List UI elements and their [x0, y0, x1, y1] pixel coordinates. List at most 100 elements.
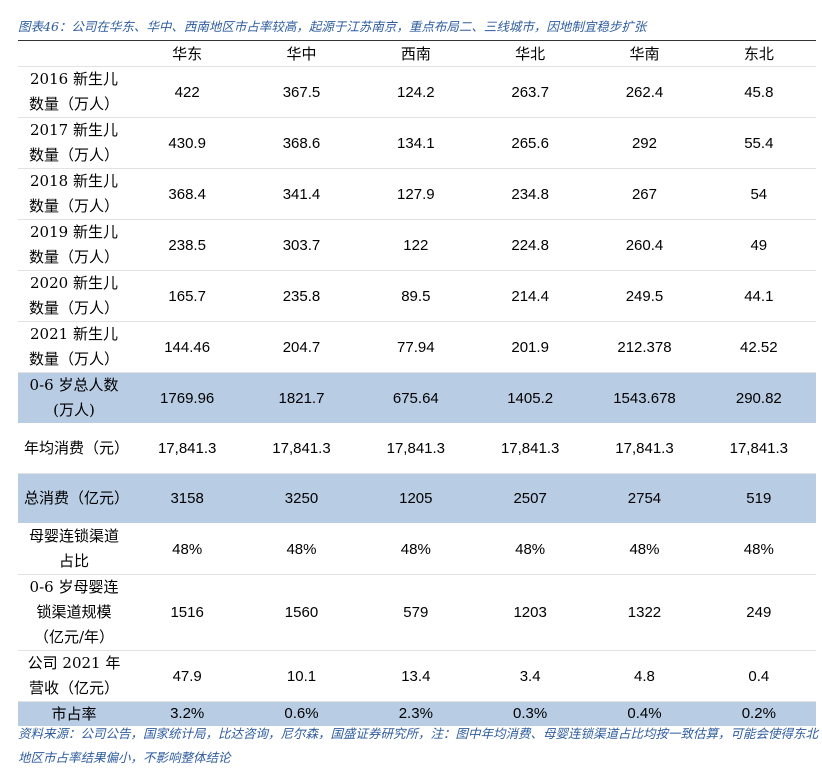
- cell: 10.1: [244, 650, 359, 702]
- cell: 17,841.3: [358, 423, 473, 474]
- table-row: 2017 新生儿数量（万人） 430.9 368.6 134.1 265.6 292 55.…: [18, 117, 816, 169]
- cell: 165.7: [130, 270, 245, 322]
- cell: 0.4%: [587, 701, 702, 727]
- cell: 127.9: [358, 168, 473, 220]
- cell: 201.9: [472, 321, 588, 373]
- cell: 368.6: [244, 117, 359, 169]
- table-row: 2021 新生儿数量（万人） 144.46 204.7 77.94 201.9 212.3…: [18, 321, 816, 373]
- cell: 1205: [358, 473, 473, 524]
- cell: 3.4: [472, 650, 588, 702]
- data-table: 华东 华中 西南 华北 华南 东北 2016 新生儿数量（万人） 422 367.5 124.2…: [18, 40, 816, 727]
- cell: 77.94: [358, 321, 473, 373]
- cell: 4.8: [587, 650, 702, 702]
- row-label: 2017 新生儿数量（万人）: [18, 117, 130, 169]
- cell: 290.82: [701, 372, 816, 424]
- cell: 214.4: [472, 270, 588, 322]
- cell: 234.8: [472, 168, 588, 220]
- cell: 430.9: [130, 117, 245, 169]
- cell: 1769.96: [130, 372, 245, 424]
- cell: 1405.2: [472, 372, 588, 424]
- cell: 48%: [587, 523, 702, 575]
- cell: 17,841.3: [701, 423, 816, 474]
- table-row: 2019 新生儿数量（万人） 238.5 303.7 122 224.8 260.4 49: [18, 219, 816, 271]
- source-note: 资料来源：公司公告，国家统计局，比达咨询，尼尔森，国盛证券研究所，注：图中年均消…: [18, 726, 819, 765]
- column-header: 华北: [472, 40, 588, 67]
- corner: [18, 40, 130, 67]
- row-label: 2021 新生儿数量（万人）: [18, 321, 130, 373]
- cell: 1322: [587, 574, 702, 651]
- cell: 134.1: [358, 117, 473, 169]
- cell: 48%: [472, 523, 588, 575]
- cell: 265.6: [472, 117, 588, 169]
- row-label: 2020 新生儿数量（万人）: [18, 270, 130, 322]
- row-label: 总消费（亿元）: [18, 473, 130, 524]
- cell: 341.4: [244, 168, 359, 220]
- cell: 2507: [472, 473, 588, 524]
- cell: 54: [701, 168, 816, 220]
- cell: 47.9: [130, 650, 245, 702]
- table-row: 2018 新生儿数量（万人） 368.4 341.4 127.9 234.8 267 54: [18, 168, 816, 220]
- row-label: 公司 2021 年营收（亿元）: [18, 650, 130, 702]
- cell: 238.5: [130, 219, 245, 271]
- cell: 48%: [358, 523, 473, 575]
- cell: 212.378: [587, 321, 702, 373]
- cell: 55.4: [701, 117, 816, 169]
- column-header: 华南: [587, 40, 702, 67]
- cell: 249.5: [587, 270, 702, 322]
- cell: 122: [358, 219, 473, 271]
- header-row: 华东 华中 西南 华北 华南 东北: [18, 40, 816, 67]
- row-label: 年均消费（元）: [18, 423, 130, 474]
- cell: 1203: [472, 574, 588, 651]
- cell: 0.2%: [701, 701, 816, 727]
- cell: 3250: [244, 473, 359, 524]
- cell: 124.2: [358, 66, 473, 118]
- row-label: 2019 新生儿数量（万人）: [18, 219, 130, 271]
- cell: 17,841.3: [244, 423, 359, 474]
- title: 图表46：公司在华东、华中、西南地区市占率较高，起源于江苏南京，重点布局二、三线…: [18, 19, 647, 34]
- cell: 368.4: [130, 168, 245, 220]
- table-row: 0-6 岁母婴连锁渠道规模（亿元/年） 1516 1560 579 1203 1322 24…: [18, 574, 816, 651]
- column-header: 西南: [358, 40, 473, 67]
- table-body: 2016 新生儿数量（万人） 422 367.5 124.2 263.7 262.4 45.…: [18, 66, 816, 727]
- cell: 260.4: [587, 219, 702, 271]
- row-label: 母婴连锁渠道占比: [18, 523, 130, 575]
- cell: 675.64: [358, 372, 473, 424]
- cell: 1543.678: [587, 372, 702, 424]
- cell: 262.4: [587, 66, 702, 118]
- cell: 0.6%: [244, 701, 359, 727]
- cell: 292: [587, 117, 702, 169]
- cell: 267: [587, 168, 702, 220]
- cell: 2754: [587, 473, 702, 524]
- table-row: 2016 新生儿数量（万人） 422 367.5 124.2 263.7 262.4 45.…: [18, 66, 816, 118]
- cell: 3158: [130, 473, 245, 524]
- cell: 519: [701, 473, 816, 524]
- cell: 17,841.3: [130, 423, 245, 474]
- cell: 0.3%: [472, 701, 588, 727]
- table-row: 母婴连锁渠道占比 48% 48% 48% 48% 48% 48%: [18, 523, 816, 575]
- cell: 17,841.3: [472, 423, 588, 474]
- cell: 3.2%: [130, 701, 245, 727]
- cell: 1821.7: [244, 372, 359, 424]
- cell: 303.7: [244, 219, 359, 271]
- cell: 44.1: [701, 270, 816, 322]
- cell: 48%: [701, 523, 816, 575]
- cell: 13.4: [358, 650, 473, 702]
- row-label: 0-6 岁母婴连锁渠道规模（亿元/年）: [18, 574, 130, 651]
- table-row: 年均消费（元） 17,841.3 17,841.3 17,841.3 17,841.3 1…: [18, 423, 816, 474]
- table-row: 公司 2021 年营收（亿元） 47.9 10.1 13.4 3.4 4.8 0.4: [18, 650, 816, 702]
- row-label: 2016 新生儿数量（万人）: [18, 66, 130, 118]
- row-label: 市占率: [18, 701, 130, 727]
- cell: 48%: [244, 523, 359, 575]
- cell: 0.4: [701, 650, 816, 702]
- cell: 235.8: [244, 270, 359, 322]
- column-header: 华东: [130, 40, 245, 67]
- cell: 49: [701, 219, 816, 271]
- cell: 89.5: [358, 270, 473, 322]
- cell: 42.52: [701, 321, 816, 373]
- table-row: 2020 新生儿数量（万人） 165.7 235.8 89.5 214.4 249.5 44…: [18, 270, 816, 322]
- table-row: 总消费（亿元） 3158 3250 1205 2507 2754 519: [18, 473, 816, 524]
- column-header: 东北: [701, 40, 816, 67]
- cell: 422: [130, 66, 245, 118]
- row-label: 2018 新生儿数量（万人）: [18, 168, 130, 220]
